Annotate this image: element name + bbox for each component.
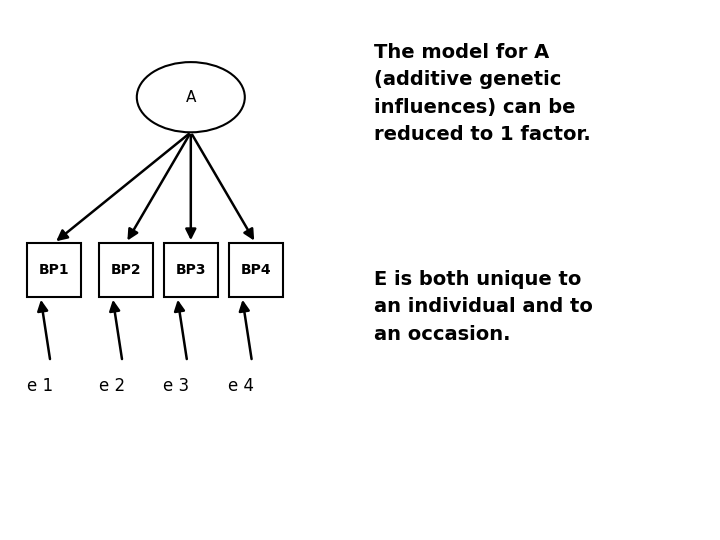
Text: BP2: BP2 [111,263,141,277]
Text: BP4: BP4 [240,263,271,277]
Text: A: A [186,90,196,105]
Text: The model for A
(additive genetic
influences) can be
reduced to 1 factor.: The model for A (additive genetic influe… [374,43,591,144]
Text: BP3: BP3 [176,263,206,277]
Bar [164,243,218,297]
Text: e 2: e 2 [99,377,125,395]
Bar [27,243,81,297]
Bar [229,243,283,297]
Text: e 3: e 3 [163,377,189,395]
Bar [99,243,153,297]
Text: e 1: e 1 [27,377,53,395]
Text: e 4: e 4 [228,377,254,395]
Text: BP1: BP1 [39,263,69,277]
Text: E is both unique to
an individual and to
an occasion.: E is both unique to an individual and to… [374,270,593,343]
